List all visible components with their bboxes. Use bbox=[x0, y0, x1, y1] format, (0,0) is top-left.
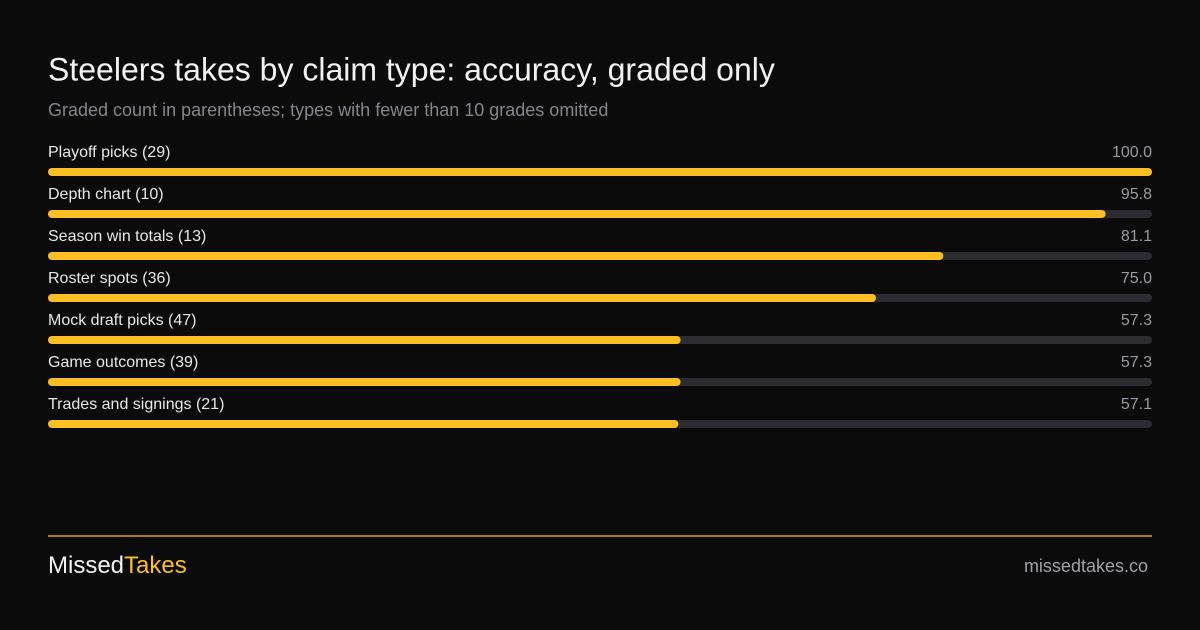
category-label: Playoff picks (29) bbox=[48, 144, 170, 161]
bar bbox=[48, 378, 681, 386]
category-label: Trades and signings (21) bbox=[48, 396, 224, 413]
bar bbox=[48, 168, 1152, 176]
chart-title: Steelers takes by claim type: accuracy, … bbox=[48, 51, 775, 87]
category-label: Season win totals (13) bbox=[48, 228, 206, 245]
value-label: 57.3 bbox=[1121, 312, 1152, 329]
brand-first: Missed bbox=[48, 552, 124, 579]
bar bbox=[48, 336, 681, 344]
bar bbox=[48, 294, 876, 302]
category-label: Roster spots (36) bbox=[48, 270, 171, 287]
chart-subtitle: Graded count in parentheses; types with … bbox=[48, 100, 608, 120]
value-label: 57.3 bbox=[1121, 354, 1152, 371]
value-label: 95.8 bbox=[1121, 186, 1152, 203]
brand: MissedTakes bbox=[48, 552, 187, 579]
footer-url: missedtakes.co bbox=[1024, 556, 1148, 576]
bar bbox=[48, 252, 944, 260]
category-label: Mock draft picks (47) bbox=[48, 312, 196, 329]
value-label: 57.1 bbox=[1121, 396, 1152, 413]
brand-second: Takes bbox=[124, 552, 187, 579]
value-label: 75.0 bbox=[1121, 270, 1152, 287]
bar bbox=[48, 420, 679, 428]
value-label: 100.0 bbox=[1112, 144, 1152, 161]
value-label: 81.1 bbox=[1121, 228, 1152, 245]
bar bbox=[48, 210, 1106, 218]
category-label: Game outcomes (39) bbox=[48, 354, 198, 371]
category-label: Depth chart (10) bbox=[48, 186, 164, 203]
